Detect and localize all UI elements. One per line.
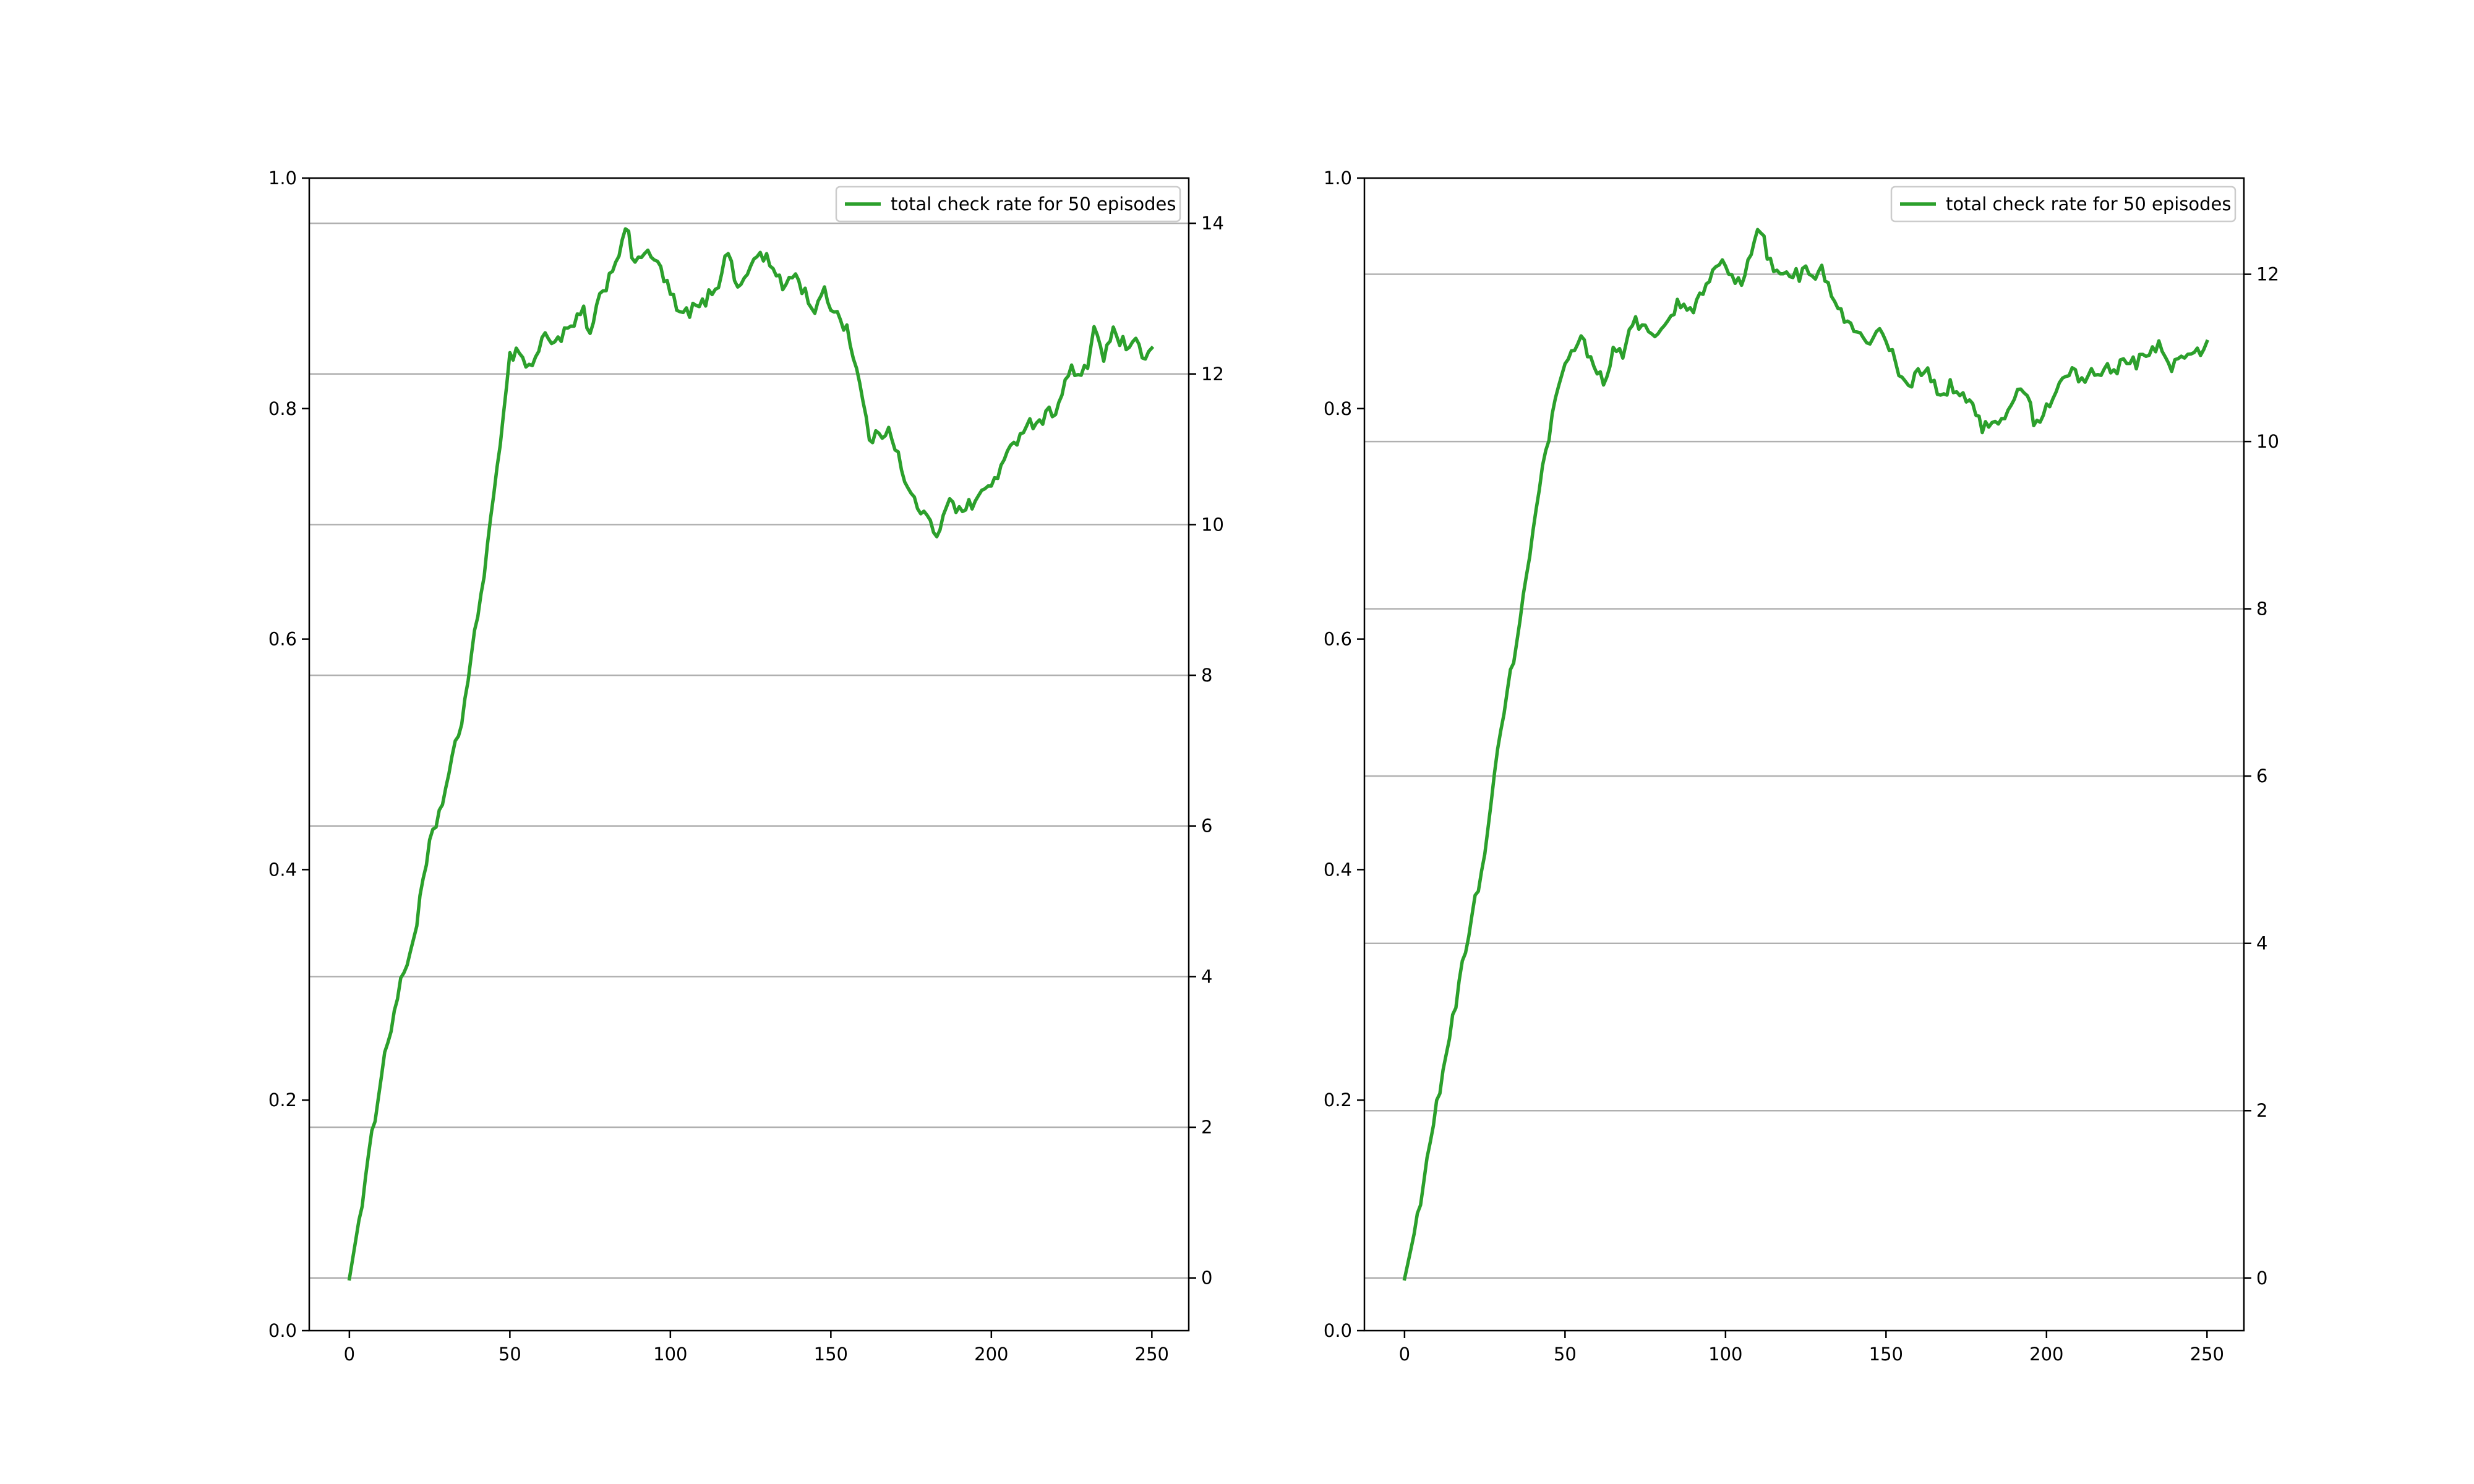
x-tick-label: 200 xyxy=(974,1344,1008,1365)
y-tick-label: 0.2 xyxy=(1324,1090,1352,1111)
y-tick-label: 0.4 xyxy=(1324,859,1352,880)
x-tick-label: 50 xyxy=(1554,1344,1577,1365)
y-tick-label: 0.6 xyxy=(1324,629,1352,650)
y2-tick-label: 12 xyxy=(2256,264,2279,285)
x-tick-label: 250 xyxy=(1135,1344,1169,1365)
x-tick-label: 150 xyxy=(1869,1344,1903,1365)
y-tick-label: 0.0 xyxy=(268,1320,297,1341)
legend-label: total check rate for 50 episodes xyxy=(891,194,1176,215)
x-tick-label: 100 xyxy=(653,1344,687,1365)
series-line xyxy=(1402,228,2209,1281)
y2-tick-label: 8 xyxy=(2256,599,2267,620)
y2-tick-label: 4 xyxy=(1201,966,1212,987)
axes-frame xyxy=(308,177,1190,1332)
y-tick-label: 0.2 xyxy=(268,1090,297,1111)
x-tick-label: 0 xyxy=(344,1344,355,1365)
y2-tick-label: 2 xyxy=(2256,1100,2267,1121)
y2-tick-label: 6 xyxy=(1201,816,1212,837)
x-tick-label: 0 xyxy=(1399,1344,1410,1365)
left-chart: 0 50 100 150 200 250 0.0 0.2 0.4 0.6 0.8 1.0 0 2 4 6 8 10… xyxy=(268,168,1224,1365)
axes-frame xyxy=(1363,177,2245,1332)
y-tick-label: 0.6 xyxy=(268,629,297,650)
x-tick-label: 100 xyxy=(1708,1344,1742,1365)
y-tick-label: 0.0 xyxy=(1324,1320,1352,1341)
series-line xyxy=(347,227,1155,1281)
x-tick-label: 150 xyxy=(814,1344,848,1365)
x-tick-label: 250 xyxy=(2190,1344,2224,1365)
legend-box xyxy=(1890,186,2236,223)
legend: total check rate for 50 episodes xyxy=(835,186,1181,223)
y2-tick-label: 0 xyxy=(2256,1268,2267,1289)
y-tick-label: 1.0 xyxy=(268,168,297,189)
y-tick-label: 0.4 xyxy=(268,859,297,880)
legend-label: total check rate for 50 episodes xyxy=(1946,194,2232,215)
y2-tick-label: 4 xyxy=(2256,933,2267,954)
y2-tick-label: 12 xyxy=(1201,364,1224,385)
y-tick-label: 0.8 xyxy=(268,398,297,419)
legend-box xyxy=(835,186,1181,223)
y-tick-label: 1.0 xyxy=(1324,168,1352,189)
right-chart: 0 50 100 150 200 250 0.0 0.2 0.4 0.6 0.8 1.0 0 2 4 6 8 10… xyxy=(1324,168,2279,1365)
x-tick-label: 50 xyxy=(499,1344,521,1365)
y2-tick-label: 0 xyxy=(1201,1268,1212,1289)
legend: total check rate for 50 episodes xyxy=(1890,186,2236,223)
y2-tick-label: 10 xyxy=(1201,514,1224,535)
y2-tick-label: 6 xyxy=(2256,765,2267,787)
y2-tick-label: 8 xyxy=(1201,665,1212,686)
y2-tick-label: 14 xyxy=(1201,213,1224,234)
y2-tick-label: 2 xyxy=(1201,1117,1212,1138)
y2-tick-label: 10 xyxy=(2256,431,2279,452)
y-tick-label: 0.8 xyxy=(1324,398,1352,419)
x-tick-label: 200 xyxy=(2029,1344,2063,1365)
